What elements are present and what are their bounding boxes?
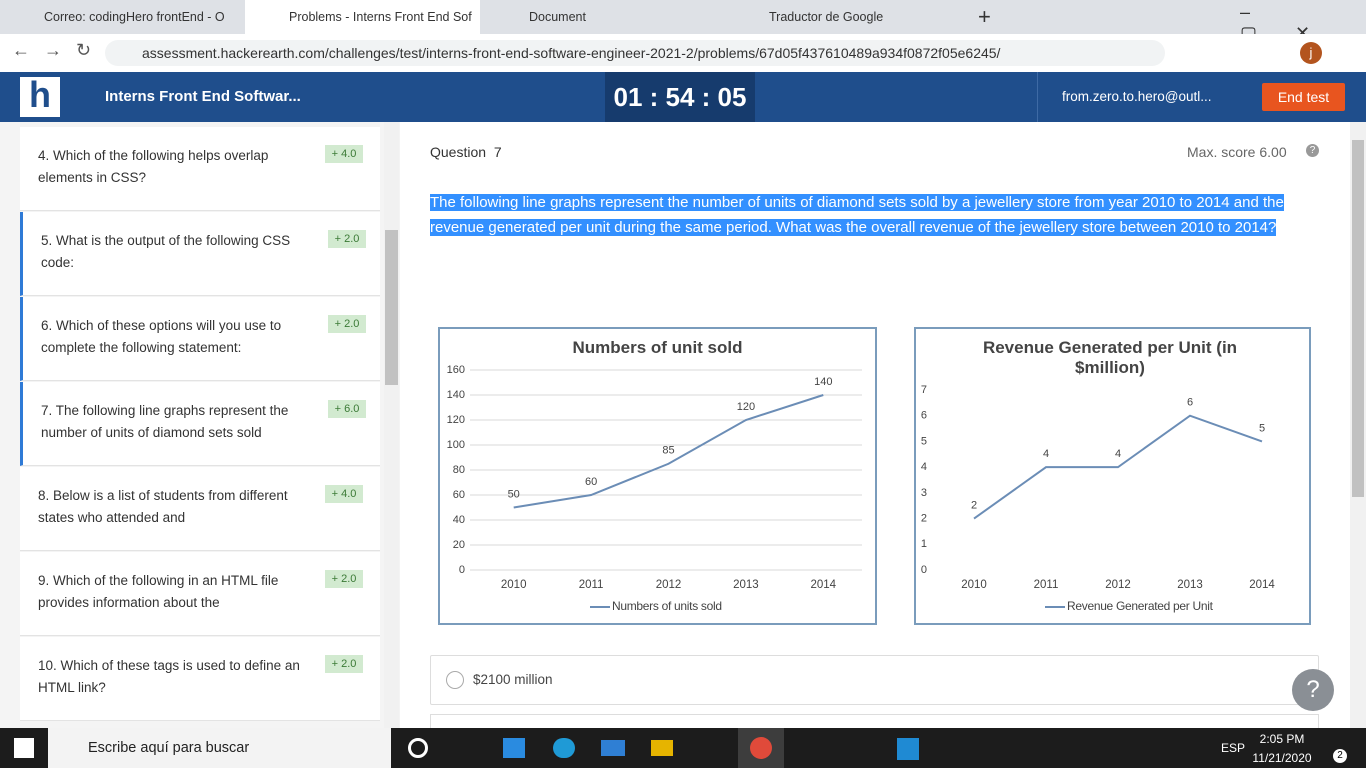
question-item[interactable]: 10. Which of these tags is used to defin…: [20, 637, 380, 721]
user-email[interactable]: from.zero.to.hero@outl...: [1062, 89, 1212, 104]
question-item-text: 8. Below is a list of students from diff…: [38, 485, 313, 529]
question-item-number: 4.: [38, 148, 50, 163]
browser-tab[interactable]: Correo: codingHero frontEnd - O: [0, 0, 240, 34]
question-item-number: 9.: [38, 573, 50, 588]
omnibox[interactable]: [105, 40, 1165, 66]
question-item-text: 7. The following line graphs represent t…: [41, 400, 316, 444]
browser-tab[interactable]: Problems - Interns Front End Sof: [245, 0, 480, 34]
question-label: Question 7: [430, 144, 502, 160]
language[interactable]: ESP: [1221, 741, 1246, 755]
browser-tab[interactable]: Traductor de Google: [725, 0, 960, 34]
question-item-text: 5. What is the output of the following C…: [41, 230, 316, 274]
divider: [1037, 72, 1038, 122]
logo[interactable]: h: [20, 77, 60, 117]
question-item-title: Which of these tags is used to define an…: [38, 658, 300, 695]
chart-frame: [914, 327, 1311, 625]
radio[interactable]: [446, 671, 464, 689]
url: assessment.hackerearth.com/challenges/te…: [142, 45, 1001, 61]
max-score: Max. score 6.00: [1187, 144, 1287, 160]
notification-count[interactable]: 2: [1333, 749, 1347, 763]
question-item-text: 9. Which of the following in an HTML fil…: [38, 570, 313, 614]
question-item-number: 6.: [41, 318, 53, 333]
taskbar-apps: [408, 738, 688, 760]
question-item-title: Below is a list of students from differe…: [38, 488, 288, 525]
time[interactable]: 2:05 PM: [1259, 732, 1305, 746]
question-item-text: 4. Which of the following helps overlap …: [38, 145, 313, 189]
score-badge: + 6.0: [328, 400, 366, 418]
option[interactable]: [430, 655, 1319, 705]
score-badge: + 2.0: [325, 655, 363, 673]
help-button[interactable]: ?: [1292, 669, 1334, 711]
profile[interactable]: j: [1300, 42, 1322, 64]
question-item-text: 6. Which of these options will you use t…: [41, 315, 316, 359]
chart-title: Revenue Generated per Unit (in $million): [982, 338, 1238, 377]
question-item-number: 5.: [41, 233, 53, 248]
question-number: 7: [493, 144, 502, 160]
question-item[interactable]: 9. Which of the following in an HTML fil…: [20, 552, 380, 636]
date[interactable]: 11/21/2020: [1252, 751, 1312, 765]
question-item[interactable]: 5. What is the output of the following C…: [20, 212, 380, 296]
question-item[interactable]: 8. Below is a list of students from diff…: [20, 467, 380, 551]
search-placeholder: Escribe aquí para buscar: [88, 740, 250, 756]
score-badge: + 2.0: [328, 315, 366, 333]
question-item-number: 10.: [38, 658, 57, 673]
question-item[interactable]: 7. The following line graphs represent t…: [20, 382, 380, 466]
question-item-number: 7.: [41, 403, 53, 418]
sidebar: 4. Which of the following helps overlap …: [0, 122, 400, 728]
start-button[interactable]: [14, 738, 34, 758]
chrome-icon[interactable]: [750, 737, 772, 759]
question-item-title: The following line graphs represent the …: [41, 403, 289, 440]
help-icon[interactable]: ?: [1306, 144, 1319, 157]
test-name: Interns Front End Softwar...: [105, 88, 301, 105]
scroll-thumb[interactable]: [385, 230, 398, 385]
scroll-thumb[interactable]: [1352, 140, 1364, 497]
browser-tab[interactable]: Document: [485, 0, 720, 34]
question-item[interactable]: 6. Which of these options will you use t…: [20, 297, 380, 381]
score-badge: + 4.0: [325, 145, 363, 163]
end-test-button[interactable]: End test: [1262, 83, 1345, 111]
search-box[interactable]: [48, 728, 391, 768]
option-text[interactable]: $2100 million: [473, 672, 553, 687]
score-badge: + 4.0: [325, 485, 363, 503]
chart-title: Numbers of unit sold: [572, 338, 743, 357]
question-item-title: Which of these options will you use to c…: [41, 318, 282, 355]
question-text: The following line graphs represent the …: [430, 190, 1310, 240]
new-tab[interactable]: +: [978, 4, 991, 29]
question-item[interactable]: 4. Which of the following helps overlap …: [20, 127, 380, 211]
option[interactable]: [430, 714, 1319, 729]
question-item-number: 8.: [38, 488, 50, 503]
question-item-text: 10. Which of these tags is used to defin…: [38, 655, 313, 699]
score-badge: + 2.0: [328, 230, 366, 248]
chart-frame: [438, 327, 877, 625]
question-item-title: What is the output of the following CSS …: [41, 233, 291, 270]
vscode-icon[interactable]: [897, 738, 919, 760]
question-word: Question: [430, 144, 487, 160]
question-text-selected: The following line graphs represent the …: [430, 194, 1284, 236]
nav-buttons[interactable]: ←→↻: [12, 40, 106, 60]
question-item-title: Which of the following in an HTML file p…: [38, 573, 279, 610]
score-badge: + 2.0: [325, 570, 363, 588]
timer: 01 : 54 : 05: [605, 72, 755, 122]
sidebar-scrollbar[interactable]: [384, 122, 399, 728]
question-item-title: Which of the following helps overlap ele…: [38, 148, 269, 185]
